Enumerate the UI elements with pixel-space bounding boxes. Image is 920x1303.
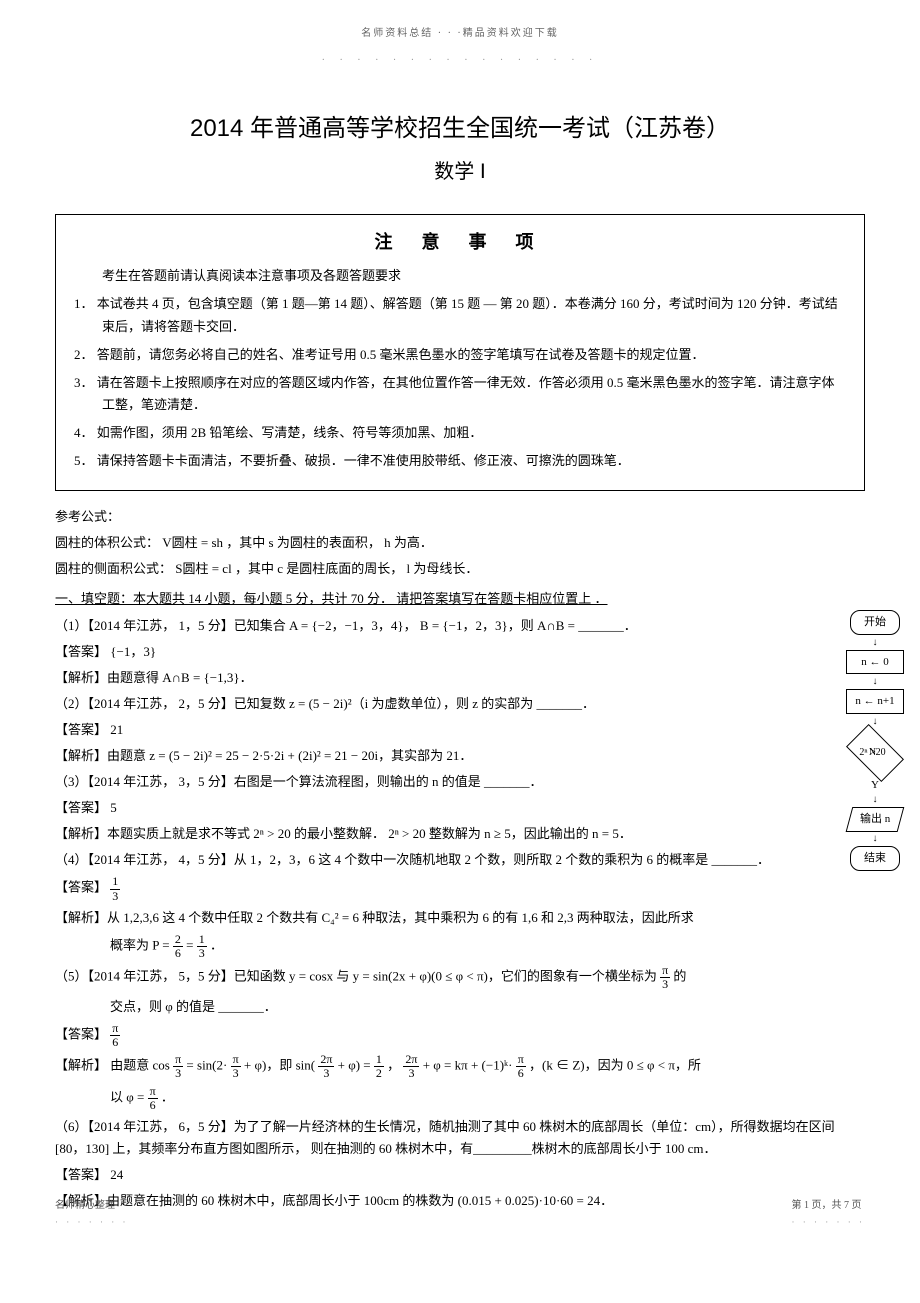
notice-item: 3． 请在答题卡上按照顺序在对应的答题区域内作答，在其他位置作答一律无效．作答必… xyxy=(74,372,846,416)
q2-text: （2）【2014 年江苏， 2，5 分】已知复数 z = (5 − 2i)²（i… xyxy=(55,693,865,715)
q6-text: （6）【2014 年江苏， 6，5 分】为了了解一片经济林的生长情况，随机抽测了… xyxy=(55,1116,865,1160)
formula-line: 圆柱的侧面积公式： S圆柱 = cl ，其中 c 是圆柱底面的周长， l 为母线… xyxy=(55,558,865,580)
notice-box: 注 意 事 项 考生在答题前请认真阅读本注意事项及各题答题要求 1． 本试卷共 … xyxy=(55,214,865,491)
q5-text: （5）【2014 年江苏， 5，5 分】已知函数 y = cosx 与 y = … xyxy=(55,964,865,991)
fc-decision: 2ⁿ >20 N xyxy=(846,724,904,782)
footer-left: 名师精心整理 · · · · · · · xyxy=(55,1197,128,1231)
arrow-icon: ↓ xyxy=(840,834,910,844)
q5-answer: 【答案】 π6 xyxy=(55,1022,865,1049)
q1-text: （1）【2014 年江苏， 1，5 分】已知集合 A = {−2，−1，3，4}… xyxy=(55,615,865,637)
q1-analysis: 【解析】由题意得 A∩B = {−1,3}． xyxy=(55,667,865,689)
q1-answer: 【答案】 {−1，3} xyxy=(55,641,865,663)
arrow-icon: ↓ xyxy=(840,795,910,805)
dotted-divider: · · · · · · · · · · · · · · · · xyxy=(55,52,865,69)
notice-title: 注 意 事 项 xyxy=(74,227,846,258)
fc-process: n ← n+1 xyxy=(846,689,904,714)
fc-process: n ← 0 xyxy=(846,650,904,675)
arrow-icon: ↓ xyxy=(840,638,910,648)
q6-answer: 【答案】 24 xyxy=(55,1164,865,1186)
section-1-title: 一、填空题：本大题共 14 小题，每小题 5 分，共计 70 分． 请把答案填写… xyxy=(55,588,865,610)
q3-answer: 【答案】 5 xyxy=(55,797,865,819)
subtitle: 数学 Ⅰ xyxy=(55,155,865,189)
fc-label-y: Y xyxy=(840,776,910,795)
q4-answer: 【答案】 13 xyxy=(55,875,865,902)
fc-end: 结束 xyxy=(850,846,900,871)
q5-analysis-2: 以 φ = π6 ． xyxy=(110,1085,865,1112)
main-title: 2014 年普通高等学校招生全国统一考试（江苏卷） xyxy=(55,109,865,150)
q4-analysis-2: 概率为 P = 26 = 13 ． xyxy=(110,933,865,960)
q2-analysis: 【解析】由题意 z = (5 − 2i)² = 25 − 2·5·2i + (2… xyxy=(55,745,865,767)
fc-start: 开始 xyxy=(850,610,900,635)
q3-text: （3）【2014 年江苏， 3，5 分】右图是一个算法流程图，则输出的 n 的值… xyxy=(55,771,865,793)
formula-line: 圆柱的体积公式： V圆柱 = sh ，其中 s 为圆柱的表面积， h 为高． xyxy=(55,532,865,554)
fc-label-n: N xyxy=(843,744,903,761)
fc-output: 输出 n xyxy=(846,807,905,832)
footer-right: 第 1 页，共 7 页 · · · · · · · xyxy=(792,1197,865,1231)
notice-item: 4． 如需作图，须用 2B 铅笔绘、写清楚，线条、符号等须加黑、加粗． xyxy=(74,422,846,444)
q5-text-2: 交点，则 φ 的值是 _______． xyxy=(110,996,865,1018)
arrow-icon: ↓ xyxy=(840,677,910,687)
flowchart-diagram: 开始 ↓ n ← 0 ↓ n ← n+1 ↓ 2ⁿ >20 N Y ↓ 输出 n… xyxy=(840,610,910,874)
q3-analysis: 【解析】本题实质上就是求不等式 2ⁿ > 20 的最小整数解． 2ⁿ > 20 … xyxy=(55,823,865,845)
arrow-icon: ↓ xyxy=(840,717,910,727)
q4-analysis: 【解析】从 1,2,3,6 这 4 个数中任取 2 个数共有 C₄² = 6 种… xyxy=(55,907,865,929)
formula-header: 参考公式： xyxy=(55,506,865,528)
q5-analysis: 【解析】 由题意 cos π3 = sin(2· π3 + φ)，即 sin( … xyxy=(55,1053,865,1080)
notice-sub: 考生在答题前请认真阅读本注意事项及各题答题要求 xyxy=(102,265,846,287)
q4-text: （4）【2014 年江苏， 4，5 分】从 1，2，3，6 这 4 个数中一次随… xyxy=(55,849,865,871)
q6-analysis: 【解析】由题意在抽测的 60 株树木中，底部周长小于 100cm 的株数为 (0… xyxy=(55,1190,865,1212)
notice-item: 5． 请保持答题卡卡面清洁，不要折叠、破损．一律不准使用胶带纸、修正液、可擦洗的… xyxy=(74,450,846,472)
top-header: 名师资料总结 · · ·精品资料欢迎下载 xyxy=(55,25,865,42)
q2-answer: 【答案】 21 xyxy=(55,719,865,741)
notice-item: 2． 答题前，请您务必将自己的姓名、准考证号用 0.5 毫米黑色墨水的签字笔填写… xyxy=(74,344,846,366)
notice-item: 1． 本试卷共 4 页，包含填空题（第 1 题—第 14 题）、解答题（第 15… xyxy=(74,293,846,337)
